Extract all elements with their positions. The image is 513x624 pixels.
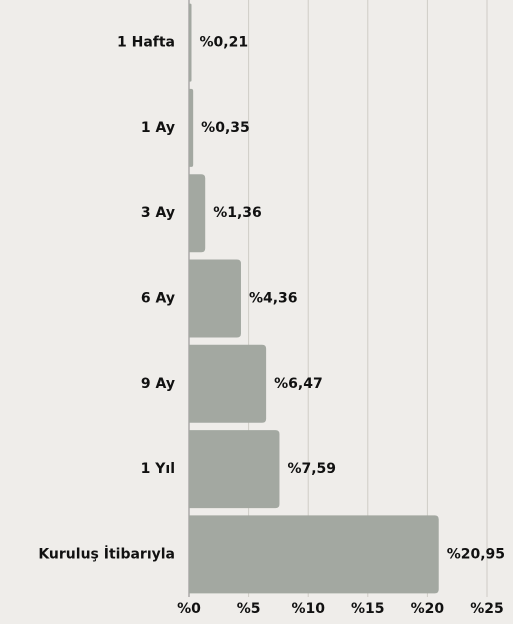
y-tick-label: 1 Yıl (141, 461, 175, 477)
y-tick-label: 9 Ay (141, 376, 175, 392)
bar (189, 174, 206, 253)
x-tick-label: %0 (177, 601, 201, 617)
bar (189, 259, 241, 338)
x-tick-label: %10 (291, 601, 325, 617)
value-label: %20,95 (447, 546, 505, 562)
y-tick-label: 6 Ay (141, 291, 175, 307)
bar (189, 88, 194, 167)
value-label: %0,35 (201, 120, 250, 136)
bar (189, 515, 439, 594)
value-label: %0,21 (200, 35, 249, 51)
bar (189, 3, 192, 82)
x-tick-label: %25 (470, 601, 504, 617)
y-tick-label: 1 Hafta (117, 35, 175, 51)
x-tick-label: %20 (411, 601, 445, 617)
value-label: %4,36 (249, 291, 298, 307)
y-tick-label: Kuruluş İtibarıyla (38, 545, 175, 562)
value-label: %1,36 (213, 205, 262, 221)
y-tick-label: 3 Ay (141, 205, 175, 221)
bar (189, 344, 267, 423)
value-label: %6,47 (274, 376, 323, 392)
y-tick-label: 1 Ay (141, 120, 175, 136)
x-tick-label: %15 (351, 601, 385, 617)
bar (189, 430, 280, 509)
x-tick-label: %5 (237, 601, 261, 617)
value-label: %7,59 (287, 461, 336, 477)
